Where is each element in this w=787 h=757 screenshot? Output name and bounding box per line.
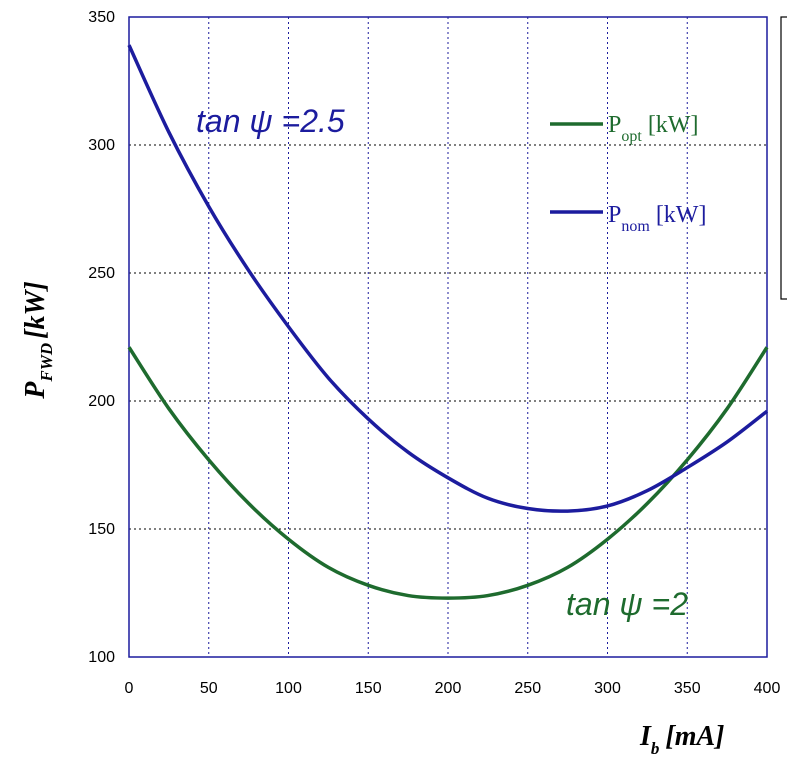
x-tick-label: 150 bbox=[355, 680, 382, 697]
x-tick-label: 0 bbox=[125, 680, 134, 697]
x-tick-label: 50 bbox=[200, 680, 218, 697]
y-tick-label: 200 bbox=[88, 393, 115, 410]
y-tick-label: 100 bbox=[88, 649, 115, 666]
x-tick-label: 100 bbox=[275, 680, 302, 697]
annotation-tan-psi-2-5: tan ψ =2.5 bbox=[196, 103, 345, 139]
x-axis-title: Ib [mA] bbox=[639, 721, 725, 757]
x-tick-label: 350 bbox=[674, 680, 701, 697]
plot-area-frame bbox=[128, 16, 768, 658]
annotation-tan-psi-2: tan ψ =2 bbox=[566, 586, 688, 622]
y-axis-title: PFWD[kW] bbox=[20, 281, 56, 399]
series-line-nom bbox=[127, 44, 769, 513]
legend-label-p-opt: Popt [kW] bbox=[608, 112, 698, 145]
x-tick-label: 200 bbox=[435, 680, 462, 697]
series-layer bbox=[127, 44, 769, 600]
series-line-opt bbox=[127, 346, 769, 600]
legend-label-p-nom: Pnom [kW] bbox=[608, 202, 706, 235]
y-tick-label: 300 bbox=[88, 137, 115, 154]
y-tick-label: 250 bbox=[88, 265, 115, 282]
x-tick-label: 300 bbox=[594, 680, 621, 697]
x-tick-label: 400 bbox=[754, 680, 781, 697]
y-tick-label: 350 bbox=[88, 9, 115, 26]
tick-labels: 0 50 100 150 200 250 300 350 400 100 150 200 250 300 3… bbox=[88, 9, 780, 697]
y-tick-label: 150 bbox=[88, 521, 115, 538]
x-tick-label: 250 bbox=[514, 680, 541, 697]
secondary-legend-box bbox=[780, 16, 787, 300]
legend: Popt [kW] Pnom [kW] bbox=[550, 112, 706, 235]
grid-lines bbox=[129, 17, 767, 657]
